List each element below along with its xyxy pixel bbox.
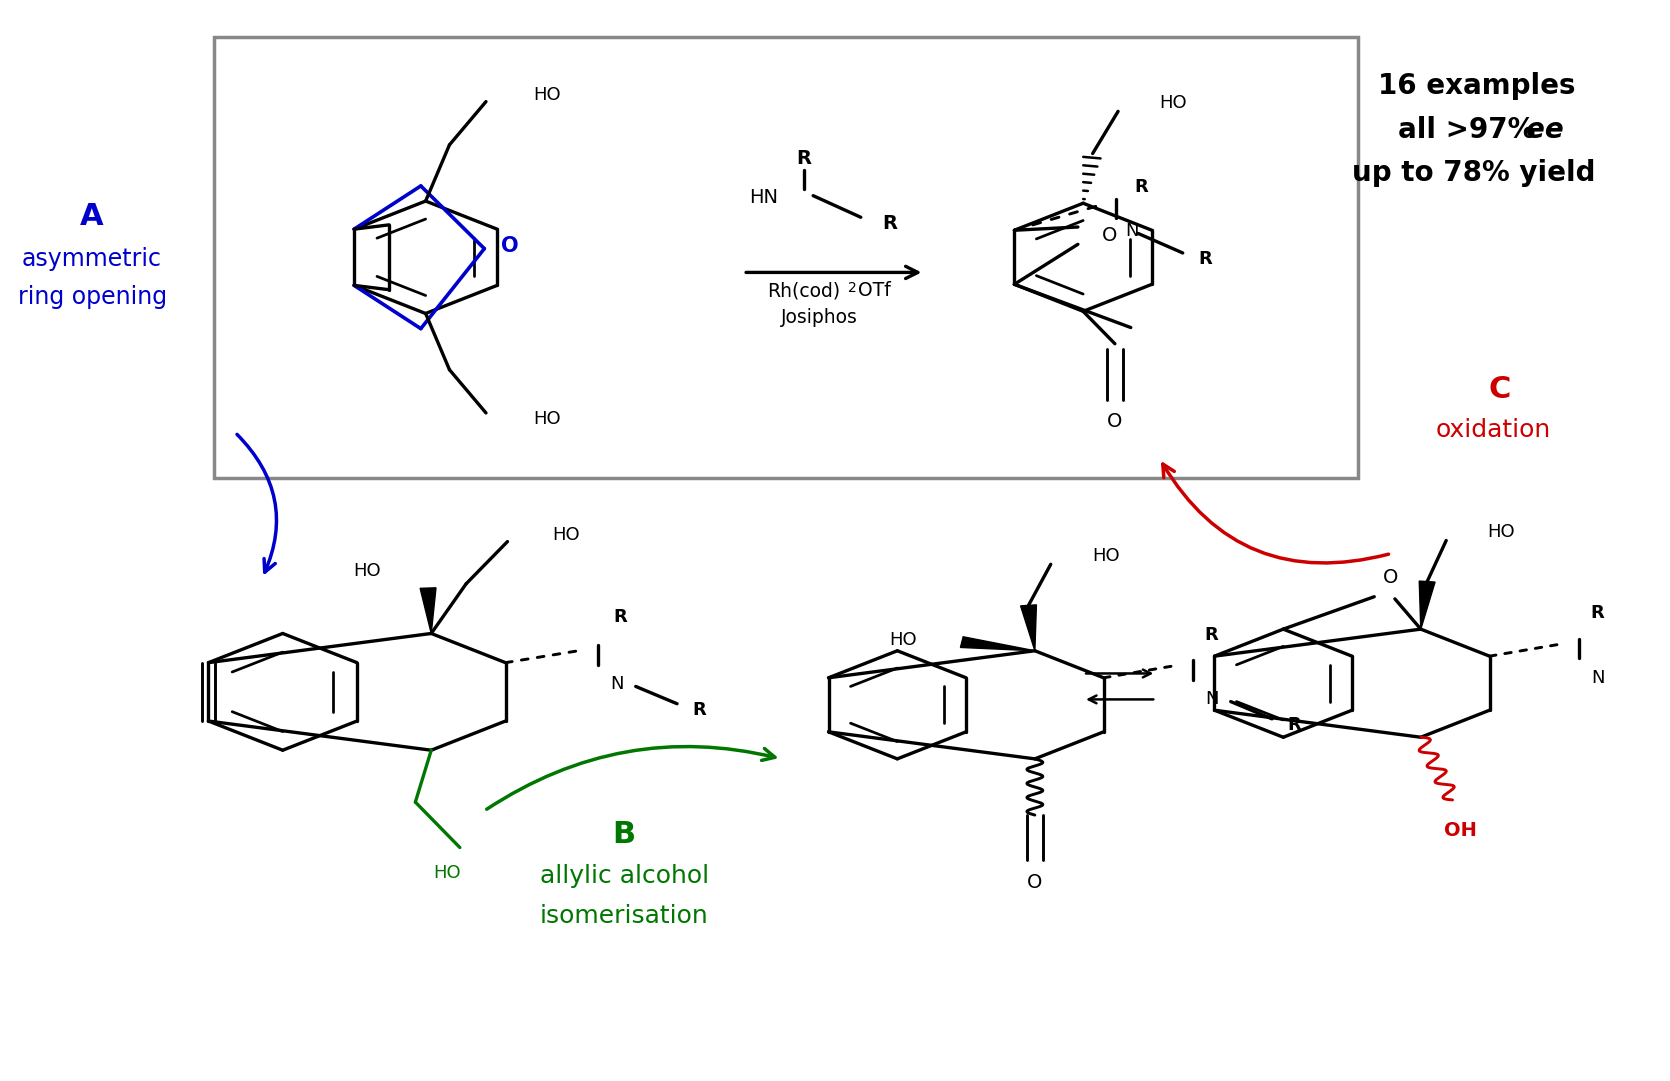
- Text: isomerisation: isomerisation: [539, 904, 708, 927]
- Text: HO: HO: [534, 86, 561, 104]
- Text: Josiphos: Josiphos: [782, 308, 858, 328]
- Text: HO: HO: [352, 562, 381, 579]
- Text: up to 78% yield: up to 78% yield: [1353, 159, 1595, 187]
- Text: ee: ee: [1526, 116, 1565, 144]
- Text: Rh(cod): Rh(cod): [767, 281, 840, 301]
- Polygon shape: [960, 637, 1035, 651]
- Text: R: R: [1197, 251, 1212, 268]
- FancyBboxPatch shape: [214, 37, 1358, 478]
- Text: O: O: [1383, 568, 1398, 587]
- Text: R: R: [613, 609, 626, 626]
- Text: R: R: [1134, 178, 1149, 196]
- Text: 2: 2: [848, 281, 857, 295]
- Text: O: O: [1027, 872, 1042, 892]
- Text: ring opening: ring opening: [18, 285, 167, 309]
- Text: O: O: [1102, 226, 1117, 245]
- Text: HN: HN: [750, 188, 778, 208]
- Text: O: O: [501, 237, 519, 256]
- Text: N: N: [1592, 669, 1605, 686]
- Text: 16 examples: 16 examples: [1378, 72, 1576, 101]
- Text: HO: HO: [890, 631, 917, 649]
- Text: HO: HO: [534, 411, 561, 428]
- Text: R: R: [693, 702, 706, 719]
- Text: R: R: [1592, 604, 1605, 622]
- Text: A: A: [80, 202, 104, 230]
- Text: N: N: [1126, 223, 1139, 240]
- Text: N: N: [610, 676, 623, 693]
- Text: O: O: [1107, 412, 1122, 431]
- Polygon shape: [421, 588, 436, 633]
- Text: oxidation: oxidation: [1435, 418, 1550, 442]
- Text: all >97%: all >97%: [1398, 116, 1545, 144]
- Text: C: C: [1488, 375, 1510, 403]
- Text: N: N: [1204, 691, 1219, 708]
- Text: HO: HO: [1159, 94, 1187, 111]
- Polygon shape: [1020, 605, 1037, 651]
- Text: HO: HO: [553, 526, 579, 544]
- Text: HO: HO: [1488, 523, 1515, 540]
- Text: R: R: [797, 149, 812, 169]
- Text: allylic alcohol: allylic alcohol: [539, 864, 708, 888]
- Text: asymmetric: asymmetric: [22, 248, 162, 271]
- Text: R: R: [1204, 626, 1219, 643]
- Text: HO: HO: [1092, 547, 1119, 564]
- Text: R: R: [882, 214, 897, 233]
- Text: OTf: OTf: [858, 281, 890, 301]
- Text: B: B: [613, 820, 636, 849]
- Text: OH: OH: [1445, 820, 1476, 840]
- Polygon shape: [1420, 582, 1435, 629]
- Text: HO: HO: [433, 865, 461, 882]
- Text: R: R: [1288, 717, 1301, 734]
